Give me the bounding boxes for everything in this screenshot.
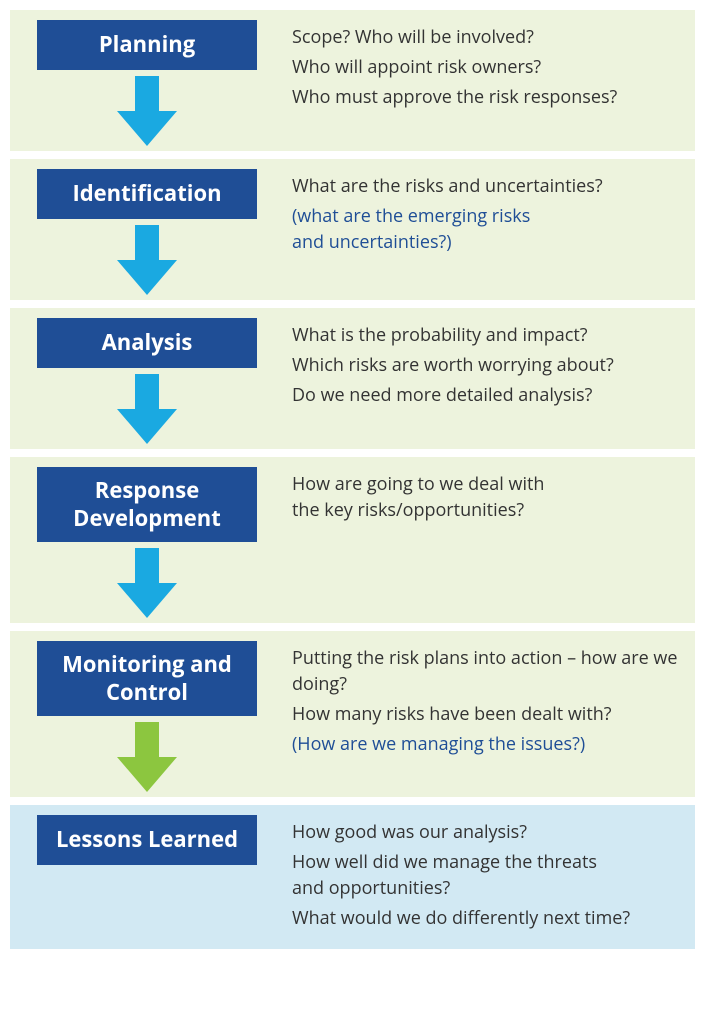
stage-left-col: Planning — [22, 20, 272, 151]
down-arrow-icon — [117, 722, 177, 797]
down-arrow-icon — [117, 225, 177, 300]
question-text: What is the probability and impact? — [292, 322, 683, 348]
down-arrow-icon — [117, 76, 177, 151]
stage-lessons: Lessons Learned How good was our analysis… — [10, 805, 695, 949]
question-text: How are going to we deal with the key ri… — [292, 471, 683, 523]
stage-left-col: Lessons Learned — [22, 815, 272, 935]
question-emphasis: (How are we managing the issues?) — [292, 731, 683, 757]
stage-questions: How good was our analysis? How well did w… — [272, 815, 683, 935]
stage-questions: How are going to we deal with the key ri… — [272, 467, 683, 623]
stage-left-col: Response Development — [22, 467, 272, 623]
stage-title-box: Monitoring and Control — [37, 641, 257, 716]
question-text: How good was our analysis? — [292, 819, 683, 845]
stage-questions: What are the risks and uncertainties? (wh… — [272, 169, 683, 300]
question-text: How many risks have been dealt with? — [292, 701, 683, 727]
stage-questions: Putting the risk plans into action – how… — [272, 641, 683, 797]
down-arrow-icon — [117, 548, 177, 623]
question-text: Scope? Who will be involved? — [292, 24, 683, 50]
stage-left-col: Monitoring and Control — [22, 641, 272, 797]
stage-planning: Planning Scope? Who will be involved? Who… — [10, 10, 695, 151]
question-text: How well did we manage the threats and o… — [292, 849, 683, 901]
question-text: What are the risks and uncertainties? — [292, 173, 683, 199]
risk-process-flowchart: Planning Scope? Who will be involved? Who… — [10, 10, 695, 949]
stage-questions: What is the probability and impact? Which… — [272, 318, 683, 449]
question-text: What would we do differently next time? — [292, 905, 683, 931]
stage-left-col: Analysis — [22, 318, 272, 449]
down-arrow-icon — [117, 374, 177, 449]
stage-questions: Scope? Who will be involved? Who will app… — [272, 20, 683, 151]
stage-title-box: Response Development — [37, 467, 257, 542]
stage-title-box: Analysis — [37, 318, 257, 368]
stage-monitoring: Monitoring and Control Putting the risk … — [10, 631, 695, 797]
question-text: Do we need more detailed analysis? — [292, 382, 683, 408]
question-text: Which risks are worth worrying about? — [292, 352, 683, 378]
stage-analysis: Analysis What is the probability and imp… — [10, 308, 695, 449]
stage-identification: Identification What are the risks and un… — [10, 159, 695, 300]
question-emphasis: (what are the emerging risks and uncerta… — [292, 203, 683, 255]
stage-title-box: Planning — [37, 20, 257, 70]
stage-title-box: Identification — [37, 169, 257, 219]
stage-left-col: Identification — [22, 169, 272, 300]
stage-response: Response Development How are going to we… — [10, 457, 695, 623]
question-text: Who will appoint risk owners? — [292, 54, 683, 80]
question-text: Putting the risk plans into action – how… — [292, 645, 683, 697]
question-text: Who must approve the risk responses? — [292, 84, 683, 110]
stage-title-box: Lessons Learned — [37, 815, 257, 865]
